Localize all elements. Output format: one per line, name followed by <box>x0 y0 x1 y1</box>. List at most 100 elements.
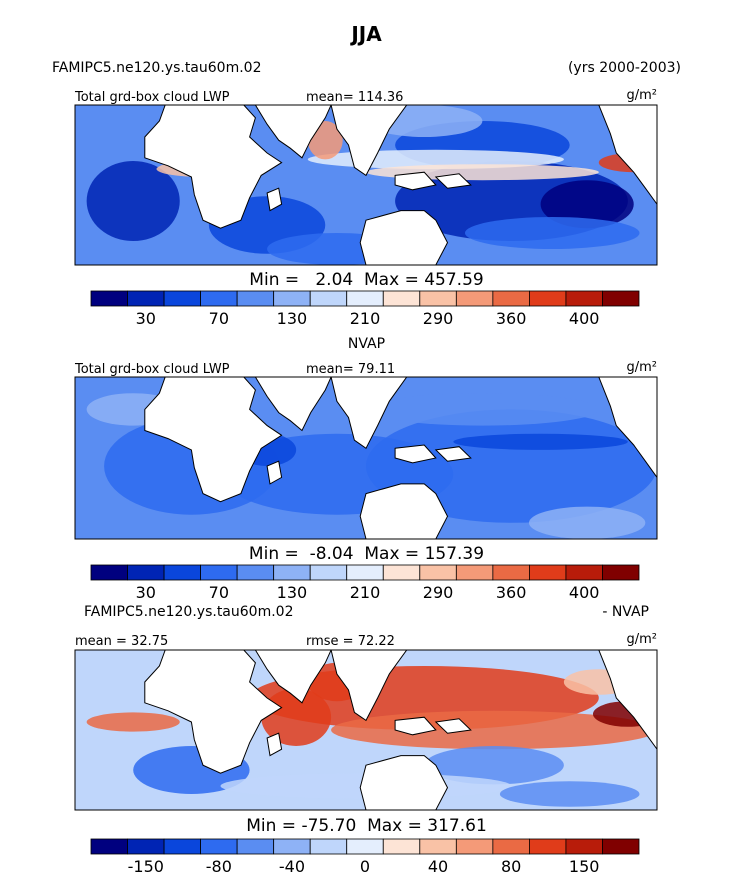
colorbar-swatch <box>200 290 238 307</box>
colorbar-tick-label: 210 <box>350 309 381 328</box>
colorbar-swatch <box>382 838 421 855</box>
colorbar-swatch <box>90 564 128 581</box>
panel3-suffix: - NVAP <box>602 604 649 620</box>
colorbar-tick-label: 0 <box>360 857 370 876</box>
colorbar-swatch <box>236 290 275 307</box>
panel2-mean-label: mean= 79.11 <box>306 362 396 377</box>
map-frame <box>74 376 658 540</box>
field-contour <box>86 712 180 732</box>
colorbar-swatch <box>565 290 603 307</box>
colorbar-swatch <box>565 564 603 581</box>
colorbar-swatch <box>419 838 457 855</box>
landmass-madagascar <box>266 460 283 485</box>
colorbar-swatch <box>127 564 165 581</box>
panel1-mean-label: mean= 114.36 <box>306 90 404 105</box>
colorbar-tick-label: 80 <box>501 857 521 876</box>
colorbar-tick-label: 150 <box>569 857 600 876</box>
panel1-case-name: FAMIPC5.ne120.ys.tau60m.02 <box>52 60 262 76</box>
landmass-america <box>598 650 657 751</box>
field-contour <box>540 180 634 229</box>
colorbar-swatch <box>492 564 530 581</box>
colorbar-swatch <box>273 564 311 581</box>
colorbar-swatch <box>200 564 238 581</box>
colorbar-swatch <box>163 290 201 307</box>
colorbar-tick-label: 30 <box>136 309 156 328</box>
colorbar-tick-label: -150 <box>128 857 164 876</box>
colorbar-tick-label: 30 <box>136 583 156 602</box>
colorbar-tick-label: 210 <box>350 583 381 602</box>
colorbar-swatch <box>273 838 311 855</box>
colorbar-swatch <box>236 838 275 855</box>
colorbar-swatch <box>455 290 494 307</box>
colorbar-swatch <box>163 838 201 855</box>
panel1-units: g/m² <box>626 88 657 103</box>
panel3-mean-value: 32.75 <box>131 634 169 649</box>
colorbar-tick-label: -80 <box>206 857 232 876</box>
colorbar-swatch <box>382 290 421 307</box>
colorbar-swatch <box>529 564 567 581</box>
colorbar-tick-label: 360 <box>496 583 527 602</box>
colorbar-swatch <box>273 290 311 307</box>
panel3-rmse-label: rmse = 72.22 <box>306 634 395 649</box>
colorbar-tick-label: 130 <box>277 309 308 328</box>
panel2-units: g/m² <box>626 360 657 375</box>
colorbar-swatch <box>492 838 530 855</box>
panel3-case-name: FAMIPC5.ne120.ys.tau60m.02 <box>84 604 294 620</box>
landmass-arabia_india <box>254 650 332 704</box>
panel1-minmax: Min = 2.04 Max = 457.59 <box>249 270 484 290</box>
landmass-madagascar <box>266 732 283 757</box>
landmass-se_asia <box>330 377 408 450</box>
panel3-mean-label: mean = 32.75 <box>75 634 169 649</box>
panel1-period: (yrs 2000-2003) <box>567 60 681 76</box>
colorbar-tick-label: 400 <box>569 583 600 602</box>
colorbar-swatch <box>127 290 165 307</box>
map-frame <box>74 649 658 811</box>
map-frame <box>74 104 658 266</box>
colorbar-swatch <box>455 838 494 855</box>
field-contour <box>464 217 640 249</box>
colorbar-tick-label: 130 <box>277 583 308 602</box>
landmass-se_asia <box>330 650 408 722</box>
landmass-africa <box>144 377 283 503</box>
colorbar-swatch <box>529 838 567 855</box>
landmass-arabia_india <box>254 105 332 159</box>
panel3-max-value: 317.61 <box>427 816 487 836</box>
colorbar-swatch <box>309 838 348 855</box>
panel1-max-value: 457.59 <box>424 270 484 290</box>
colorbar-swatch <box>346 564 384 581</box>
landmass-america <box>598 105 657 206</box>
colorbar-swatch <box>492 290 530 307</box>
panel3-rmse-value: 72.22 <box>357 634 395 649</box>
colorbar-3: -150 -80 -40 0 40 80 150 <box>90 838 640 876</box>
landmass-australia <box>359 483 449 539</box>
field-contour <box>366 393 599 426</box>
panel2-mean-value: 79.11 <box>357 362 396 377</box>
colorbar-swatch <box>602 290 640 307</box>
colorbar-swatch <box>529 290 567 307</box>
colorbar-2: 30 70 130 210 290 360 400 <box>90 564 640 602</box>
colorbar-swatch <box>455 564 494 581</box>
landmass-indonesia2 <box>434 718 472 734</box>
panel2-case-name: NVAP <box>347 336 386 352</box>
landmass-arabia_india <box>254 377 332 432</box>
colorbar-1: 30 70 130 210 290 360 400 <box>90 290 640 328</box>
colorbar-swatch <box>346 290 384 307</box>
colorbar-tick-label: 400 <box>569 309 600 328</box>
map-panel-2 <box>74 376 658 540</box>
map-panel-1 <box>74 104 658 266</box>
panel1-mean-value: 114.36 <box>357 90 404 105</box>
field-contour <box>453 433 628 450</box>
colorbar-swatch <box>236 564 275 581</box>
landmass-america <box>598 377 657 479</box>
colorbar-swatch <box>90 290 128 307</box>
field-contour <box>424 746 564 785</box>
field-contour <box>499 781 640 807</box>
landmass-australia <box>359 755 449 810</box>
field-contour <box>261 688 332 746</box>
colorbar-swatch <box>346 838 384 855</box>
colorbar-swatch <box>309 290 348 307</box>
panel1-min-value: 2.04 <box>315 270 354 290</box>
landmass-indonesia2 <box>434 173 472 189</box>
landmass-africa <box>144 650 283 774</box>
